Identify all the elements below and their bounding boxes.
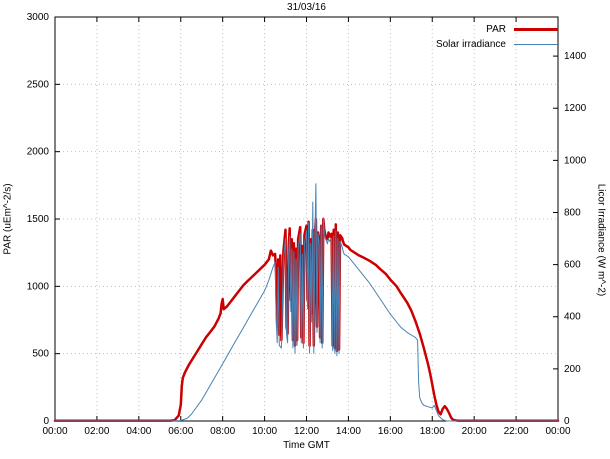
legend-label-solar: Solar irradiance xyxy=(435,39,506,50)
svg-text:1000: 1000 xyxy=(27,281,50,292)
svg-text:3000: 3000 xyxy=(27,12,50,23)
chart-title: 31/03/16 xyxy=(287,2,326,13)
svg-text:500: 500 xyxy=(32,349,49,360)
svg-text:2500: 2500 xyxy=(27,79,50,90)
svg-text:1400: 1400 xyxy=(564,51,587,62)
svg-text:16:00: 16:00 xyxy=(378,426,403,437)
svg-text:18:00: 18:00 xyxy=(420,426,445,437)
svg-text:1200: 1200 xyxy=(564,103,587,114)
legend-label-par: PAR xyxy=(486,24,506,35)
svg-text:800: 800 xyxy=(564,207,581,218)
svg-text:00:00: 00:00 xyxy=(545,426,570,437)
legend: PAR Solar irradiance xyxy=(436,24,558,50)
svg-text:04:00: 04:00 xyxy=(126,426,151,437)
y-axis-label-left: PAR (uEm^-2/s) xyxy=(2,183,14,255)
svg-text:22:00: 22:00 xyxy=(504,426,529,437)
x-axis-label: Time GMT xyxy=(283,440,330,451)
svg-text:600: 600 xyxy=(564,260,581,271)
svg-text:200: 200 xyxy=(564,364,581,375)
svg-text:06:00: 06:00 xyxy=(168,426,193,437)
svg-text:400: 400 xyxy=(564,312,581,323)
solar-line-swatch xyxy=(514,44,558,45)
svg-text:08:00: 08:00 xyxy=(210,426,235,437)
svg-text:0: 0 xyxy=(43,416,49,427)
y-axis-label-right: Licor Irradiance (W m^-2) xyxy=(595,183,607,297)
legend-item-par: PAR xyxy=(436,24,558,35)
svg-text:14:00: 14:00 xyxy=(336,426,361,437)
svg-text:20:00: 20:00 xyxy=(462,426,487,437)
svg-text:10:00: 10:00 xyxy=(252,426,277,437)
svg-text:1500: 1500 xyxy=(27,214,50,225)
svg-text:02:00: 02:00 xyxy=(84,426,109,437)
legend-item-solar: Solar irradiance xyxy=(436,39,558,50)
svg-text:0: 0 xyxy=(564,416,570,427)
svg-text:12:00: 12:00 xyxy=(294,426,319,437)
svg-text:2000: 2000 xyxy=(27,147,50,158)
svg-text:1000: 1000 xyxy=(564,155,587,166)
par-line-swatch xyxy=(514,28,558,31)
svg-text:00:00: 00:00 xyxy=(42,426,67,437)
